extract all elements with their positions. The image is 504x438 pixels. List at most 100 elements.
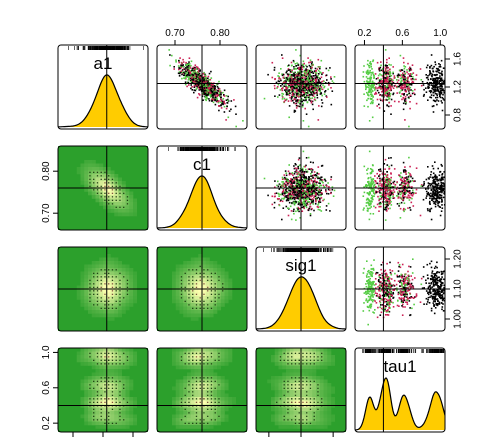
scatter-point bbox=[415, 188, 418, 191]
scatter-point bbox=[298, 68, 300, 70]
scatter-point bbox=[396, 92, 398, 94]
scatter-point bbox=[387, 195, 389, 197]
scatter-point bbox=[283, 85, 285, 87]
scatter-point bbox=[290, 88, 292, 90]
density-cell bbox=[88, 160, 93, 164]
density-cell bbox=[91, 306, 96, 311]
scatter-point bbox=[319, 81, 322, 84]
scatter-point bbox=[285, 174, 288, 177]
scatter-point bbox=[324, 178, 326, 181]
scatter-point bbox=[402, 185, 405, 187]
scatter-point bbox=[425, 74, 427, 76]
scatter-point bbox=[404, 192, 407, 194]
scatter-point bbox=[303, 183, 305, 185]
scatter-point bbox=[436, 186, 439, 188]
scatter-point bbox=[314, 77, 316, 79]
scatter-point bbox=[404, 184, 407, 186]
scatter-point bbox=[290, 100, 293, 102]
scatter-point bbox=[384, 78, 387, 81]
scatter-point bbox=[218, 80, 220, 83]
scatter-point bbox=[397, 197, 400, 199]
density-cell bbox=[80, 181, 85, 185]
scatter-point bbox=[304, 200, 306, 203]
scatter-point bbox=[298, 66, 300, 69]
scatter-point bbox=[404, 103, 407, 105]
scatter-point bbox=[399, 207, 402, 210]
scatter-point bbox=[441, 74, 443, 77]
scatter-point bbox=[303, 62, 305, 65]
scatter-point bbox=[314, 87, 317, 90]
scatter-point bbox=[448, 175, 450, 177]
density-cell bbox=[121, 278, 126, 283]
scatter-point bbox=[289, 191, 292, 193]
scatter-point bbox=[319, 201, 322, 203]
scatter-point bbox=[313, 88, 316, 91]
scatter-point bbox=[369, 186, 372, 189]
scatter-point bbox=[428, 183, 431, 185]
scatter-point bbox=[318, 191, 320, 193]
scatter-point bbox=[294, 171, 296, 173]
density-cell bbox=[121, 292, 126, 297]
scatter-point bbox=[288, 94, 291, 96]
scatter-point bbox=[294, 81, 297, 84]
scatter-point bbox=[399, 191, 401, 193]
scatter-point bbox=[408, 92, 411, 94]
scatter-point bbox=[193, 84, 196, 87]
scatter-point bbox=[304, 88, 306, 91]
scatter-point bbox=[385, 208, 387, 210]
scatter-point bbox=[401, 93, 403, 95]
scatter-point bbox=[404, 96, 407, 98]
scatter-point bbox=[209, 90, 211, 92]
scatter-point bbox=[440, 163, 443, 166]
scatter-point bbox=[390, 185, 392, 188]
scatter-point bbox=[209, 86, 211, 89]
scatter-point bbox=[411, 92, 414, 95]
density-cell bbox=[80, 163, 85, 168]
scatter-point bbox=[276, 198, 279, 200]
scatter-point bbox=[387, 76, 389, 78]
scatter-point bbox=[205, 90, 207, 93]
scatter-point bbox=[370, 91, 373, 94]
scatter-point bbox=[408, 191, 410, 194]
scatter-point bbox=[320, 192, 323, 194]
scatter-point bbox=[392, 186, 394, 188]
scatter-point bbox=[365, 199, 368, 201]
contour-line bbox=[96, 175, 99, 177]
scatter-point bbox=[384, 206, 386, 209]
scatter-point bbox=[374, 92, 377, 95]
scatter-point bbox=[432, 179, 435, 181]
scatter-point bbox=[436, 103, 438, 106]
scatter-point bbox=[367, 73, 369, 76]
density-cell bbox=[110, 261, 115, 265]
scatter-point bbox=[438, 86, 441, 88]
density-cell bbox=[121, 198, 126, 203]
scatter-point bbox=[306, 182, 308, 185]
scatter-point bbox=[298, 179, 301, 182]
scatter-point bbox=[285, 172, 288, 174]
scatter-point bbox=[187, 72, 190, 74]
scatter-point bbox=[298, 105, 301, 108]
scatter-point bbox=[263, 97, 266, 100]
scatter-point bbox=[214, 96, 217, 99]
scatter-point bbox=[195, 80, 197, 82]
scatter-point bbox=[294, 167, 297, 169]
scatter-point bbox=[185, 61, 187, 64]
scatter-point bbox=[301, 74, 303, 76]
scatter-point bbox=[318, 194, 320, 196]
scatter-point bbox=[296, 83, 298, 86]
scatter-point bbox=[204, 79, 207, 81]
scatter-point bbox=[192, 78, 194, 80]
scatter-point bbox=[446, 100, 448, 102]
scatter-point bbox=[284, 81, 286, 84]
scatter-point bbox=[402, 180, 404, 183]
scatter-point bbox=[412, 193, 415, 195]
scatter-point bbox=[320, 71, 322, 74]
scatter-point bbox=[433, 78, 435, 80]
scatter-point bbox=[302, 195, 305, 197]
scatter-point bbox=[441, 70, 443, 73]
scatter-point bbox=[404, 190, 406, 193]
scatter-point bbox=[222, 103, 224, 106]
scatter-point bbox=[312, 85, 314, 87]
scatter-point bbox=[291, 185, 294, 187]
scatter-point bbox=[313, 70, 316, 72]
